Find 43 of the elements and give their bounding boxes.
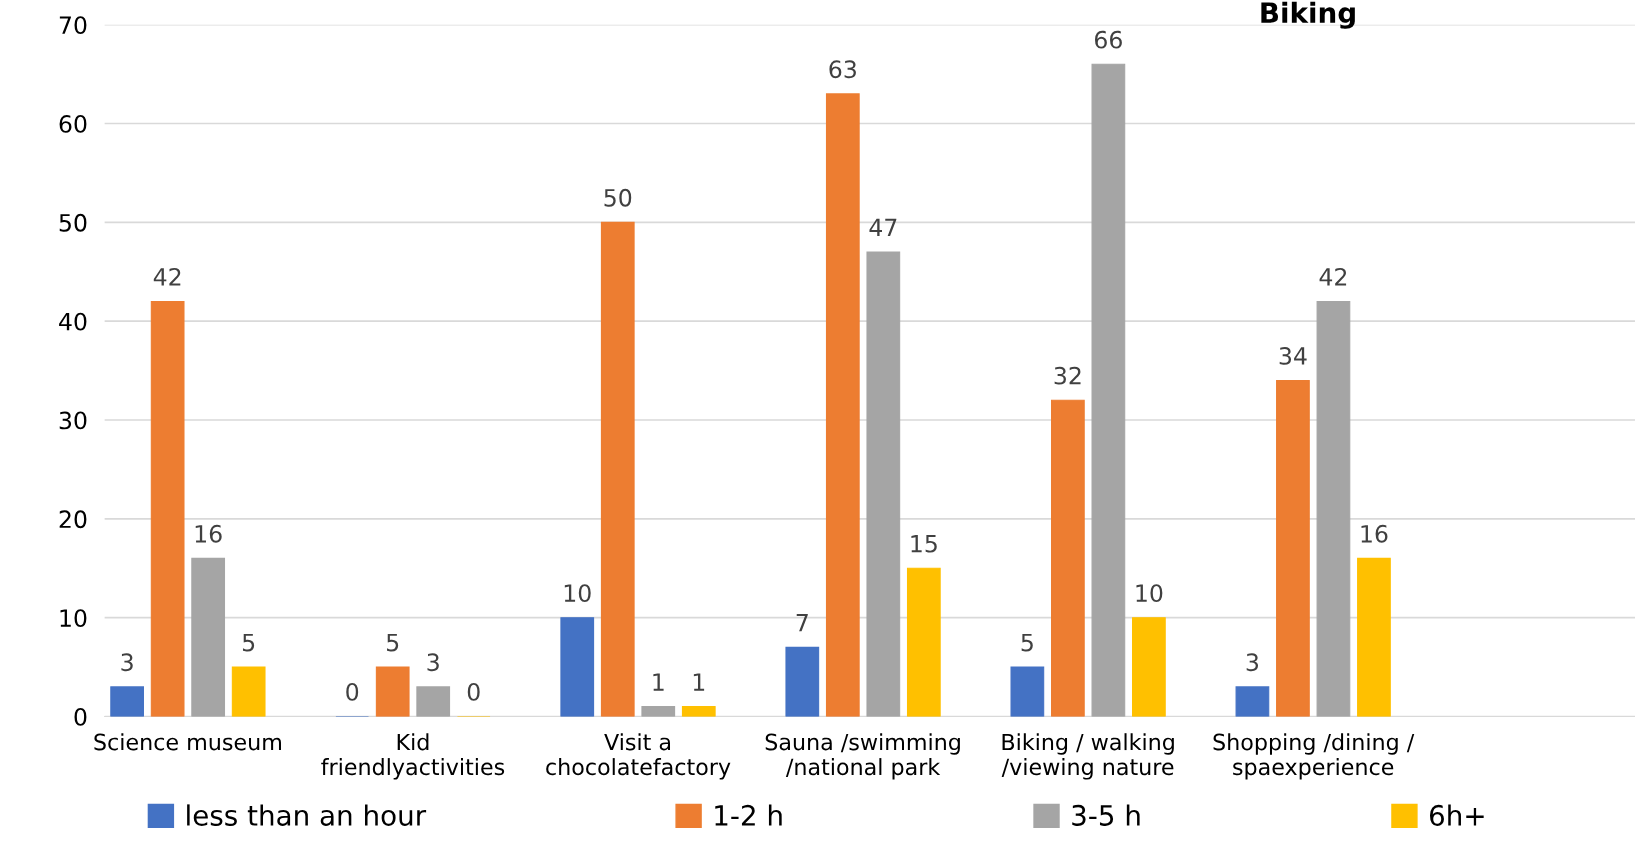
legend-label: 6h+ [1429, 804, 1484, 826]
y-tick-label: 70 [59, 16, 87, 35]
legend-label: 1-2 h [715, 804, 782, 826]
data-label: 7 [796, 614, 808, 632]
data-label: 10 [1136, 584, 1163, 603]
y-tick-label: 50 [59, 213, 87, 232]
y-tick-label: 60 [59, 114, 87, 133]
data-label: 5 [1021, 633, 1033, 652]
data-label: 10 [564, 584, 591, 603]
chart-title: Biking [1261, 1, 1355, 29]
data-label: 1 [693, 673, 705, 691]
data-label: 15 [911, 535, 937, 553]
data-label: 0 [467, 682, 480, 701]
x-tick-label: Kid friendlyactivities [321, 733, 505, 780]
data-label: 42 [153, 267, 181, 286]
data-label: 3 [427, 653, 439, 672]
data-label: 50 [604, 188, 632, 207]
data-label: 3 [1246, 653, 1259, 672]
x-tick-label: Shopping /dining / spaexperience [1213, 733, 1415, 780]
data-label: 5 [242, 633, 255, 652]
x-tick-label: Visit a chocolatefactory [546, 733, 731, 780]
data-label: 32 [1054, 366, 1081, 385]
data-label: 16 [1361, 524, 1388, 543]
legend-label: less than an hour [187, 804, 427, 826]
y-tick-label: 40 [59, 312, 87, 331]
legend-label: 3-5 h [1072, 804, 1140, 826]
y-tick-label: 20 [59, 510, 87, 529]
data-label: 34 [1279, 346, 1307, 365]
data-label: 16 [195, 524, 222, 543]
x-tick-label: Sauna /swimming /national park [765, 733, 960, 780]
data-label: 1 [653, 673, 664, 691]
data-label: 63 [829, 60, 856, 79]
y-tick-label: 0 [74, 707, 87, 726]
data-label: 47 [869, 218, 897, 236]
y-tick-label: 30 [59, 411, 87, 430]
data-label: 3 [121, 653, 133, 672]
data-label: 42 [1319, 267, 1347, 286]
y-tick-label: 10 [60, 609, 87, 628]
x-tick-label: Science museum [94, 733, 281, 751]
data-label: 5 [387, 633, 399, 652]
data-label: 0 [346, 682, 359, 701]
data-label: 66 [1095, 30, 1122, 49]
x-tick-label: Biking / walking /viewing nature [1001, 733, 1174, 780]
